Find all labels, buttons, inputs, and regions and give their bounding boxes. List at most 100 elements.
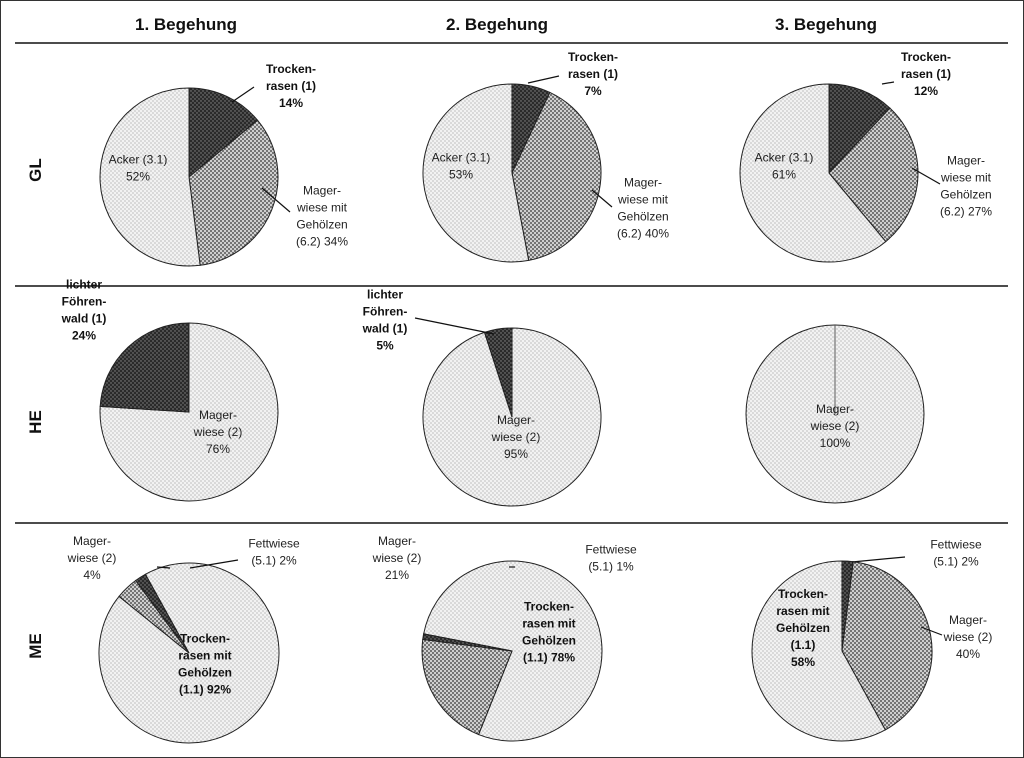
pie-slice xyxy=(739,83,887,263)
slice-label-line: Fettwiese xyxy=(930,538,982,552)
pie-gl-1: Trocken-rasen (1) 14% Mager-wiese mit Gehöl… xyxy=(99,62,348,267)
slice-label-line: (1.1) 92% xyxy=(179,683,231,697)
slice-label: Mager-wiese mit Gehölzen (6.2) 34% xyxy=(296,184,348,249)
slice-label-line: Trocken- xyxy=(180,632,230,646)
slice-label-line: wald (1) xyxy=(362,322,408,336)
pie-slice xyxy=(422,633,513,652)
slice-label-line: Trocken- xyxy=(901,50,951,64)
slice-label: Acker (3.1) 61% xyxy=(755,151,814,182)
slice-label-line: rasen (1) xyxy=(568,67,618,81)
slice-label: Mager-wiese mit Gehölzen (6.2) 40% xyxy=(617,176,669,241)
slice-label: Fettwiese (5.1) 1% xyxy=(585,543,637,574)
slice-label-line: Fettwiese xyxy=(248,537,300,551)
slice-label-line: (6.2) 40% xyxy=(617,227,669,241)
slice-label-line: Gehölzen xyxy=(296,218,347,232)
slice-label-line: (6.2) 27% xyxy=(940,205,992,219)
slice-label: Acker (3.1) 52% xyxy=(109,153,168,184)
slice-label-line: Acker (3.1) xyxy=(755,151,814,165)
slice-label-line: wiese mit xyxy=(940,171,992,185)
slice-label-line: Mager- xyxy=(303,184,341,198)
slice-label-line: Trocken- xyxy=(568,50,618,64)
slice-label-line: Trocken- xyxy=(524,600,574,614)
slice-label-line: Föhren- xyxy=(363,305,408,319)
leader-line xyxy=(156,566,171,569)
slice-label: Trocken-rasen mit Gehölzen (1.1) 78% xyxy=(522,600,576,665)
slice-label: Mager-wiese (2) 4% xyxy=(67,534,117,582)
slice-label-line: Gehölzen xyxy=(776,621,830,635)
slice-label-line: Mager- xyxy=(497,413,535,427)
pie-me-2: Trocken-rasen mit Gehölzen (1.1) 78% Mager-… xyxy=(372,534,637,742)
row-header-gl: GL xyxy=(26,158,45,182)
slice-label: Trocken-rasen mit Gehölzen (1.1) 58% xyxy=(776,587,830,669)
slice-label-line: 40% xyxy=(956,647,980,661)
pie-slice xyxy=(188,87,259,179)
slice-label-line: Acker (3.1) xyxy=(109,153,168,167)
pie-slice xyxy=(421,638,513,736)
slice-label-line: Mager- xyxy=(73,534,111,548)
slice-label-line: 5% xyxy=(376,339,394,353)
slice-label-line: (1.1) xyxy=(791,638,816,652)
slice-label-line: Mager- xyxy=(816,402,854,416)
slice-label: Trocken-rasen (1) 14% xyxy=(266,62,316,110)
pie-slice xyxy=(99,322,190,413)
slice-label-line: (5.1) 2% xyxy=(933,555,979,569)
slice-label: Mager-wiese (2) 100% xyxy=(810,402,860,450)
slice-label: lichter Föhren-wald (1) 5% xyxy=(362,288,408,353)
slice-label-line: rasen mit xyxy=(776,604,829,618)
slice-label-line: 12% xyxy=(914,84,938,98)
slice-label-line: 76% xyxy=(206,442,230,456)
slice-label-line: wald (1) xyxy=(61,312,107,326)
pie-gl-3: Trocken-rasen (1) 12% Mager-wiese mit Gehöl… xyxy=(739,50,992,263)
slice-label-line: 4% xyxy=(83,568,101,582)
slice-label-line: 7% xyxy=(584,84,602,98)
slice-label-line: wiese (2) xyxy=(943,630,993,644)
slice-label-line: lichter xyxy=(367,288,403,302)
leader-line xyxy=(851,556,906,563)
slice-label-line: Trocken- xyxy=(778,587,828,601)
slice-label-line: 58% xyxy=(791,655,815,669)
column-header-3: 3. Begehung xyxy=(775,15,877,34)
row-header-me: ME xyxy=(26,633,45,659)
slice-label: Fettwiese (5.1) 2% xyxy=(248,537,300,568)
slice-label: Trocken-rasen (1) 12% xyxy=(901,50,951,98)
pie-slice xyxy=(99,87,201,267)
slice-label-line: (1.1) 78% xyxy=(523,651,575,665)
slice-label-line: 61% xyxy=(772,168,796,182)
slice-label-line: lichter xyxy=(66,278,102,292)
slice-label-line: (5.1) 1% xyxy=(588,560,634,574)
leader-line xyxy=(591,189,613,208)
column-header-2: 2. Begehung xyxy=(446,15,548,34)
pie-he-3: Mager-wiese (2) 100% xyxy=(745,324,925,504)
slice-label-line: wiese (2) xyxy=(372,551,422,565)
pie-slice xyxy=(423,560,603,742)
leader-line xyxy=(911,167,941,185)
slice-label-line: rasen mit xyxy=(522,617,575,631)
slice-label-line: Mager- xyxy=(624,176,662,190)
slice-label-line: Mager- xyxy=(949,613,987,627)
pie-slice xyxy=(828,107,919,243)
leader-line xyxy=(881,81,895,85)
slice-label: Mager-wiese mit Gehölzen (6.2) 27% xyxy=(940,154,992,219)
leader-line xyxy=(527,75,560,84)
pie-me-3: Fettwiese (5.1) 2% Mager-wiese (2) 40% Trock… xyxy=(751,538,993,742)
pie-gl-2: Trocken-rasen (1) 7% Mager-wiese mit Gehölz… xyxy=(422,50,669,263)
slice-label-line: wiese (2) xyxy=(491,430,541,444)
pie-slice xyxy=(841,561,933,731)
slice-label-line: Mager- xyxy=(947,154,985,168)
leader-line xyxy=(920,626,943,636)
pie-slice xyxy=(188,119,279,266)
pie-he-2: Mager-wiese (2) 95% lichter Föhren-wald (1)… xyxy=(362,288,602,507)
leader-line xyxy=(189,559,239,569)
pie-me-1: Trocken-rasen mit Gehölzen (1.1) 92% Mager-… xyxy=(67,534,300,744)
slice-label-line: rasen (1) xyxy=(901,67,951,81)
slice-label-line: rasen (1) xyxy=(266,79,316,93)
slice-label-line: rasen mit xyxy=(178,649,231,663)
slice-label-line: Mager- xyxy=(199,408,237,422)
slice-label-line: Acker (3.1) xyxy=(432,151,491,165)
slice-label-line: 24% xyxy=(72,329,96,343)
slice-label: Trocken-rasen mit Gehölzen (1.1) 92% xyxy=(178,632,232,697)
pie-slice xyxy=(751,560,887,742)
slice-label: Mager-wiese (2) 76% xyxy=(193,408,243,456)
row-header-he: HE xyxy=(26,410,45,434)
slice-label: Mager-wiese (2) 95% xyxy=(491,413,541,461)
